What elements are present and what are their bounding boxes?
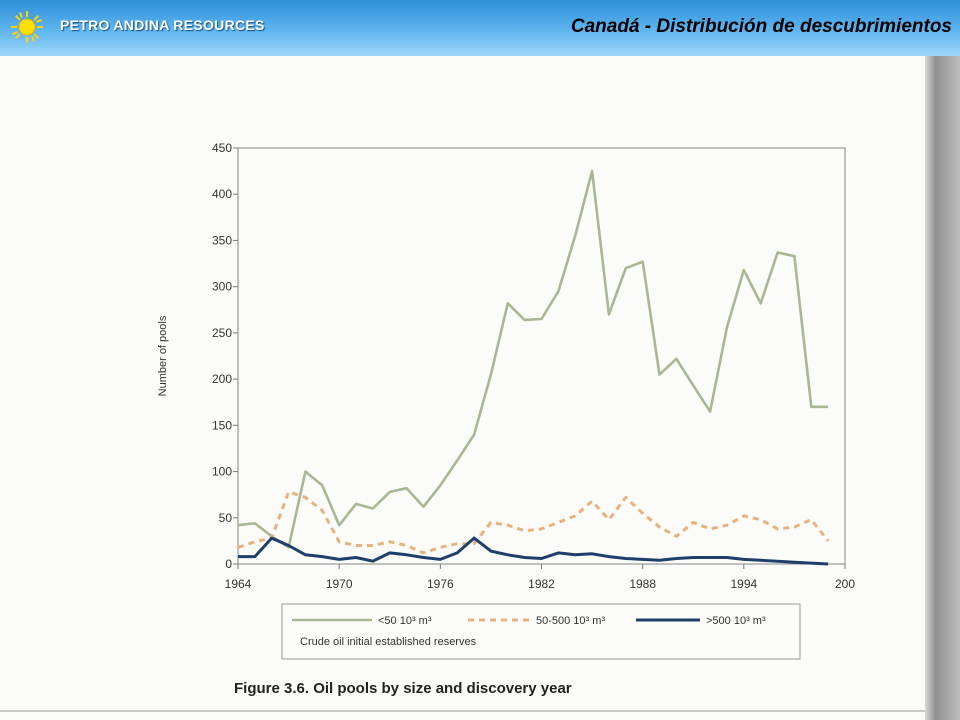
oil-pools-chart: 0 50 100 150 200 250 300 350 400 450 1964 1970 1976 1… xyxy=(157,141,855,660)
legend-box xyxy=(281,603,801,660)
x-tick-label: 1976 xyxy=(427,577,454,591)
series-line-1 xyxy=(237,169,829,549)
legend-label-3: >500 10³ m³ xyxy=(706,615,766,627)
series-line-2 xyxy=(237,490,830,555)
y-tick-label: 0 xyxy=(225,557,232,571)
y-tick-label: 250 xyxy=(212,326,232,340)
x-tick-label: 1994 xyxy=(730,577,757,591)
chart-series xyxy=(237,169,830,566)
chart-axes: 0 50 100 150 200 250 300 350 400 450 1964 1970 1976 1… xyxy=(157,141,855,591)
x-tick-label: 1982 xyxy=(528,577,555,591)
y-tick-label: 150 xyxy=(212,418,232,432)
figure-caption: Figure 3.6. Oil pools by size and discov… xyxy=(234,680,572,697)
sun-icon xyxy=(11,11,43,43)
brand-name: PETRO ANDINA RESOURCES xyxy=(60,17,265,33)
y-tick-label: 200 xyxy=(212,372,232,386)
x-tick-label: 1988 xyxy=(629,577,656,591)
y-axis-label: Number of pools xyxy=(157,315,169,396)
y-tick-label: 300 xyxy=(212,280,232,294)
scan-bottom-edge xyxy=(0,710,925,712)
slide-title: Canadá - Distribución de descubrimientos xyxy=(570,16,952,37)
legend-note: Crude oil initial established reserves xyxy=(300,636,477,648)
legend-label-2: 50-500 10³ m³ xyxy=(536,615,605,627)
header-bar: PETRO ANDINA RESOURCES Canadá - Distribu… xyxy=(0,0,960,56)
x-tick-label: 1964 xyxy=(225,577,252,591)
y-tick-label: 450 xyxy=(212,141,232,155)
y-tick-label: 50 xyxy=(219,511,233,525)
chart-legend: <50 10³ m³ 50-500 10³ m³ >500 10³ m³ Crude … xyxy=(281,603,801,660)
scan-shadow-edge xyxy=(925,56,960,720)
x-tick-label: 200 xyxy=(835,577,855,591)
series-line-3 xyxy=(238,536,829,566)
y-tick-label: 400 xyxy=(212,187,232,201)
legend-label-1: <50 10³ m³ xyxy=(378,615,432,627)
x-tick-label: 1970 xyxy=(326,577,353,591)
y-tick-label: 350 xyxy=(212,233,232,247)
y-tick-label: 100 xyxy=(212,465,232,479)
